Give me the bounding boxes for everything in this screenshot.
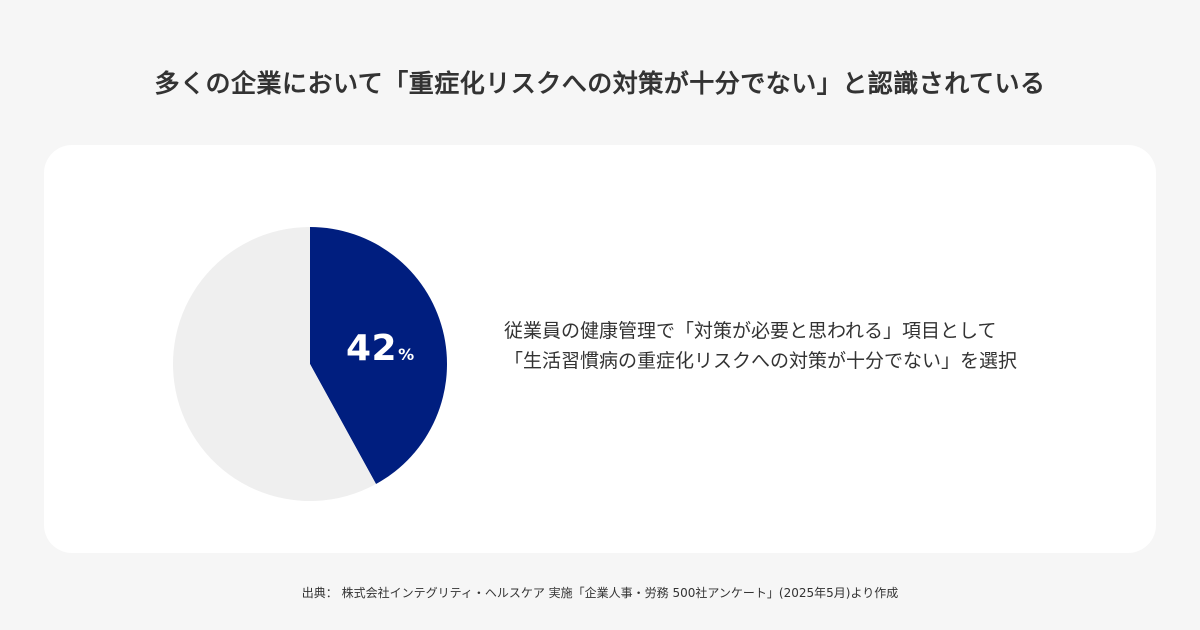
chart-description: 従業員の健康管理で「対策が必要と思われる」項目として 「生活習慣病の重症化リスク… <box>504 316 1144 376</box>
pie-chart <box>173 227 447 501</box>
description-line-2: 「生活習慣病の重症化リスクへの対策が十分でない」を選択 <box>504 350 1018 372</box>
percent-value: 42 <box>346 328 398 369</box>
percent-unit: % <box>398 345 415 364</box>
page-title: 多くの企業において「重症化リスクへの対策が十分でない」と認識されている <box>154 69 1046 98</box>
chart-card: 42% 従業員の健康管理で「対策が必要と思われる」項目として 「生活習慣病の重症… <box>44 145 1156 553</box>
pie-percent-label: 42% <box>346 328 414 369</box>
description-line-1: 従業員の健康管理で「対策が必要と思われる」項目として <box>504 320 997 342</box>
source-note: 出典： 株式会社インテグリティ・ヘルスケア 実施「企業人事・労務 500社アンケ… <box>301 586 899 600</box>
pie-slice-highlight <box>310 227 447 485</box>
pie-chart-svg <box>173 227 447 501</box>
pie-slice-remainder <box>173 227 377 501</box>
